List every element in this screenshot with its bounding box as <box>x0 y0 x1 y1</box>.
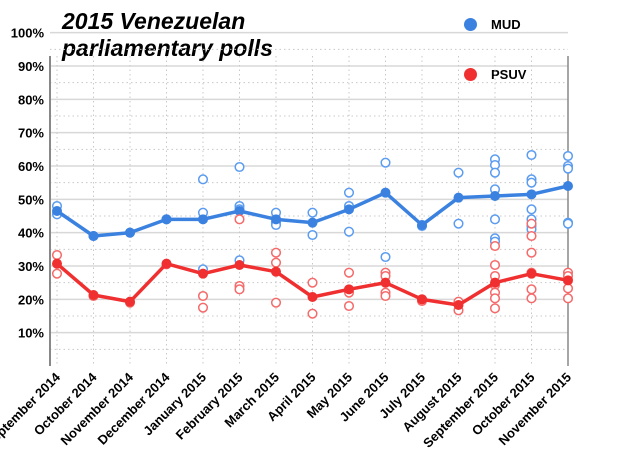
average-point-mud <box>88 231 99 241</box>
average-point-psuv <box>234 260 245 270</box>
average-point-mud <box>198 214 208 225</box>
poll-point-mud <box>562 163 574 174</box>
average-point-psuv <box>198 268 208 279</box>
average-point-psuv <box>453 300 464 310</box>
y-tick-label: 30% <box>18 259 44 274</box>
poll-point-psuv <box>270 247 282 258</box>
poll-point-mud <box>526 204 537 215</box>
y-tick-label: 100% <box>11 26 45 41</box>
average-point-mud <box>344 204 354 215</box>
poll-point-psuv <box>234 284 245 295</box>
poll-point-psuv <box>307 308 318 319</box>
title-line-2: parliamentary polls <box>62 35 273 61</box>
y-tick-label: 90% <box>18 59 44 74</box>
average-point-mud <box>52 206 62 216</box>
poll-point-psuv <box>526 218 537 229</box>
average-point-mud <box>490 191 500 201</box>
poll-point-mud <box>380 157 391 168</box>
title-line-1: 2015 Venezuelan <box>62 8 246 34</box>
average-point-psuv <box>490 277 500 288</box>
legend-item-psuv: PSUV <box>464 67 526 82</box>
poll-point-mud <box>197 174 209 185</box>
y-tick-label: 50% <box>18 192 44 207</box>
poll-point-mud <box>234 161 245 173</box>
average-point-psuv <box>417 294 427 305</box>
poll-point-mud <box>307 229 318 241</box>
average-point-mud <box>234 206 245 216</box>
average-point-psuv <box>307 292 318 302</box>
poll-point-psuv <box>526 284 537 295</box>
poll-point-psuv <box>489 303 501 314</box>
poll-point-psuv <box>307 277 318 288</box>
average-point-psuv <box>88 290 99 300</box>
poll-point-psuv <box>270 297 282 308</box>
average-point-mud <box>125 227 135 238</box>
average-point-mud <box>271 214 281 225</box>
poll-point-mud <box>562 150 574 162</box>
poll-point-psuv <box>380 290 391 302</box>
y-tick-label: 10% <box>18 326 44 341</box>
poll-point-psuv <box>489 240 501 252</box>
poll-point-psuv <box>489 259 501 271</box>
legend-item-mud: MUD <box>464 17 521 32</box>
poll-point-mud <box>526 177 537 188</box>
poll-point-mud <box>489 214 501 225</box>
legend-marker-psuv <box>464 68 477 81</box>
average-point-mud <box>307 217 318 228</box>
average-point-psuv <box>344 284 354 295</box>
poll-point-mud <box>343 187 355 198</box>
y-tick-label: 40% <box>18 226 44 241</box>
poll-point-psuv <box>343 300 355 312</box>
average-point-psuv <box>380 277 391 288</box>
y-tick-label: 60% <box>18 159 44 174</box>
average-point-psuv <box>271 266 281 277</box>
poll-point-psuv <box>197 302 209 313</box>
poll-point-mud <box>343 226 355 237</box>
average-point-mud <box>563 181 573 191</box>
y-tick-label: 20% <box>18 292 44 307</box>
x-tick-label: October 2014 <box>31 369 100 438</box>
y-tick-label: 80% <box>18 92 44 107</box>
chart-title: 2015 Venezuelan parliamentary polls <box>62 8 273 62</box>
poll-point-mud <box>562 218 574 229</box>
legend-label-psuv: PSUV <box>491 67 527 82</box>
average-point-mud <box>380 187 391 198</box>
poll-point-psuv <box>526 247 537 258</box>
poll-point-psuv <box>526 230 537 242</box>
average-point-psuv <box>563 275 573 286</box>
poll-point-mud <box>526 149 537 161</box>
legend-label-mud: MUD <box>491 17 521 32</box>
poll-point-mud <box>380 251 391 263</box>
average-point-mud <box>161 214 172 225</box>
poll-point-psuv <box>526 293 537 304</box>
poll-point-psuv <box>562 293 574 304</box>
poll-point-psuv <box>234 214 245 225</box>
poll-point-psuv <box>51 268 63 279</box>
poll-point-psuv <box>197 290 209 302</box>
poll-point-mud <box>307 207 318 218</box>
average-point-mud <box>453 192 464 203</box>
average-point-psuv <box>125 296 135 307</box>
average-point-psuv <box>526 268 537 279</box>
average-point-psuv <box>52 258 62 269</box>
poll-point-psuv <box>51 249 63 261</box>
average-point-mud <box>526 189 537 200</box>
poll-point-mud <box>453 167 464 178</box>
average-point-psuv <box>161 258 172 269</box>
poll-point-psuv <box>270 257 282 268</box>
poll-point-psuv <box>489 293 501 304</box>
y-tick-label: 70% <box>18 126 44 141</box>
poll-point-mud <box>453 218 464 229</box>
legend-marker-mud <box>464 18 477 31</box>
poll-point-psuv <box>343 267 355 278</box>
poll-point-mud <box>489 167 501 178</box>
average-point-mud <box>417 220 427 230</box>
